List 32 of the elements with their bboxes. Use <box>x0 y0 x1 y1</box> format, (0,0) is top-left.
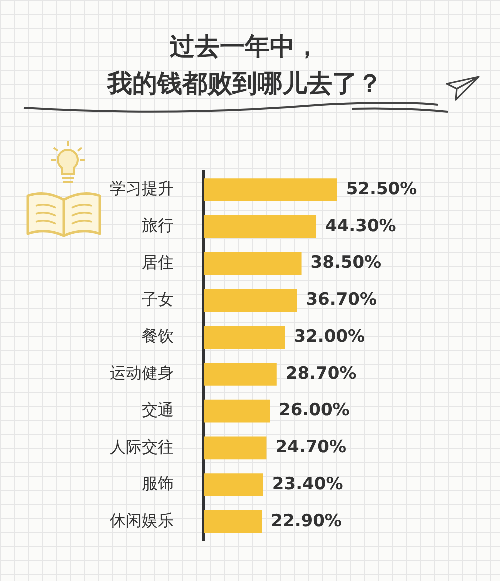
data-label: 22.90% <box>271 511 342 532</box>
data-label: 28.70% <box>286 364 357 384</box>
chart-subtitle: 我的钱都败到哪儿去了？ <box>106 68 384 100</box>
bar <box>204 474 264 497</box>
data-label: 44.30% <box>326 216 396 236</box>
data-label: 24.70% <box>276 438 347 458</box>
data-label: 23.40% <box>272 474 344 494</box>
data-label: 26.00% <box>279 400 350 421</box>
bar <box>204 178 338 202</box>
bar <box>204 436 267 460</box>
bar <box>204 510 262 534</box>
bar <box>204 326 286 349</box>
data-label: 32.00% <box>294 326 366 347</box>
data-label: 38.50% <box>310 253 382 274</box>
bar <box>204 363 277 386</box>
y-tick-label: 居住 <box>142 252 174 272</box>
y-tick-label: 运动健身 <box>110 364 174 383</box>
chart-title: 过去一年中， <box>169 31 321 63</box>
data-label: 52.50% <box>346 179 418 200</box>
data-label: 36.70% <box>306 290 378 310</box>
bar <box>204 289 298 312</box>
bar <box>204 252 302 276</box>
y-tick-label: 交通 <box>142 400 174 420</box>
y-tick-label: 休闲娱乐 <box>110 511 174 530</box>
y-tick-label: 餐饮 <box>142 326 174 346</box>
y-tick-label: 学习提升 <box>110 179 174 198</box>
y-tick-label: 服饰 <box>142 474 174 494</box>
bar <box>204 215 317 238</box>
y-tick-label: 旅行 <box>142 216 174 236</box>
bar <box>204 400 270 423</box>
y-tick-label: 人际交往 <box>110 437 174 456</box>
y-tick-label: 子女 <box>142 290 174 309</box>
